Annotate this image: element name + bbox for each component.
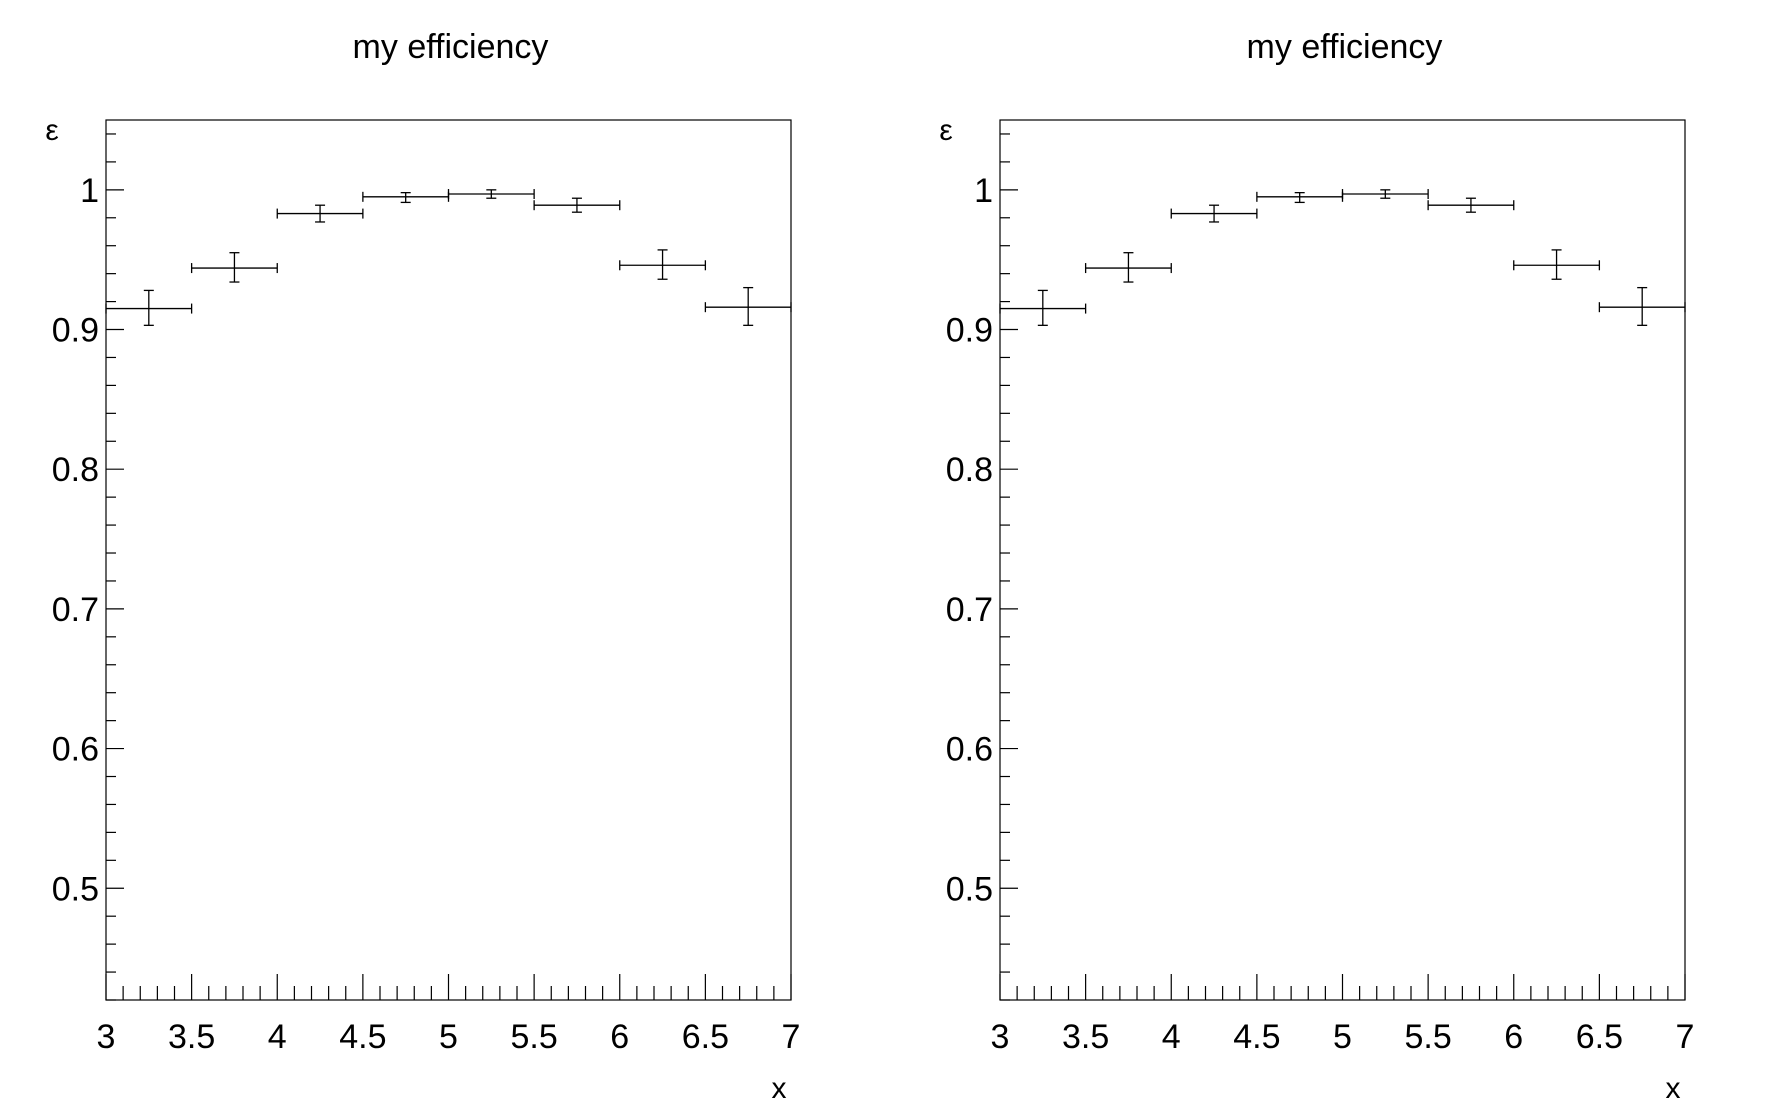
y-tick-label: 0.5: [52, 870, 99, 908]
x-axis-title: x: [1666, 1072, 1681, 1105]
x-tick-label: 3: [991, 1018, 1010, 1056]
y-tick-label: 1: [974, 172, 993, 210]
plot-frame: [999, 119, 1686, 1001]
y-tick-label: 0.6: [52, 731, 99, 769]
chart-title: my efficiency: [1247, 28, 1443, 66]
x-tick-label: 4: [268, 1018, 287, 1056]
y-tick-label: 0.6: [946, 731, 993, 769]
y-tick-label: 0.9: [946, 312, 993, 350]
x-tick-label: 5.5: [510, 1018, 557, 1056]
left-plot-svg: my efficiency 3 3.5 4 4.5 5 5.5 6 6.5 7 0.5 0.6 0.7 0…: [45, 28, 801, 1105]
y-tick-label: 0.5: [946, 870, 993, 908]
left-efficiency-plot: my efficiency 3 3.5 4 4.5 5 5.5 6 6.5 7 0.5 0.6 0.7 0…: [45, 28, 801, 1105]
x-tick-label: 7: [1676, 1018, 1695, 1056]
y-tick-label: 0.9: [52, 312, 99, 350]
x-tick-label: 4.5: [1233, 1018, 1280, 1056]
x-tick-label: 5.5: [1404, 1018, 1451, 1056]
y-tick-label: 0.8: [52, 451, 99, 489]
x-tick-label: 6.5: [1576, 1018, 1623, 1056]
plot-frame: [105, 119, 792, 1001]
y-tick-label: 0.7: [52, 591, 99, 629]
x-tick-label: 6.5: [682, 1018, 729, 1056]
x-tick-label: 4.5: [339, 1018, 386, 1056]
chart-title: my efficiency: [353, 28, 549, 66]
y-tick-label: 1: [80, 172, 99, 210]
y-tick-label: 0.8: [946, 451, 993, 489]
x-axis-title: x: [772, 1072, 787, 1105]
y-tick-label: 0.7: [946, 591, 993, 629]
x-tick-label: 5: [1333, 1018, 1352, 1056]
x-tick-label: 7: [782, 1018, 801, 1056]
x-tick-label: 3.5: [168, 1018, 215, 1056]
x-tick-label: 6: [610, 1018, 629, 1056]
y-axis-title: ε: [939, 114, 952, 147]
x-tick-label: 6: [1504, 1018, 1523, 1056]
x-tick-label: 5: [439, 1018, 458, 1056]
x-tick-label: 3.5: [1062, 1018, 1109, 1056]
right-efficiency-plot: my efficiency 3 3.5 4 4.5 5 5.5 6 6.5 7 0.5 0.6 0.7 0…: [894, 0, 1788, 1116]
y-axis-title: ε: [45, 114, 58, 147]
x-tick-label: 4: [1162, 1018, 1181, 1056]
right-plot-svg: my efficiency 3 3.5 4 4.5 5 5.5 6 6.5 7 0.5 0.6 0.7 0…: [939, 28, 1695, 1105]
x-tick-label: 3: [97, 1018, 116, 1056]
